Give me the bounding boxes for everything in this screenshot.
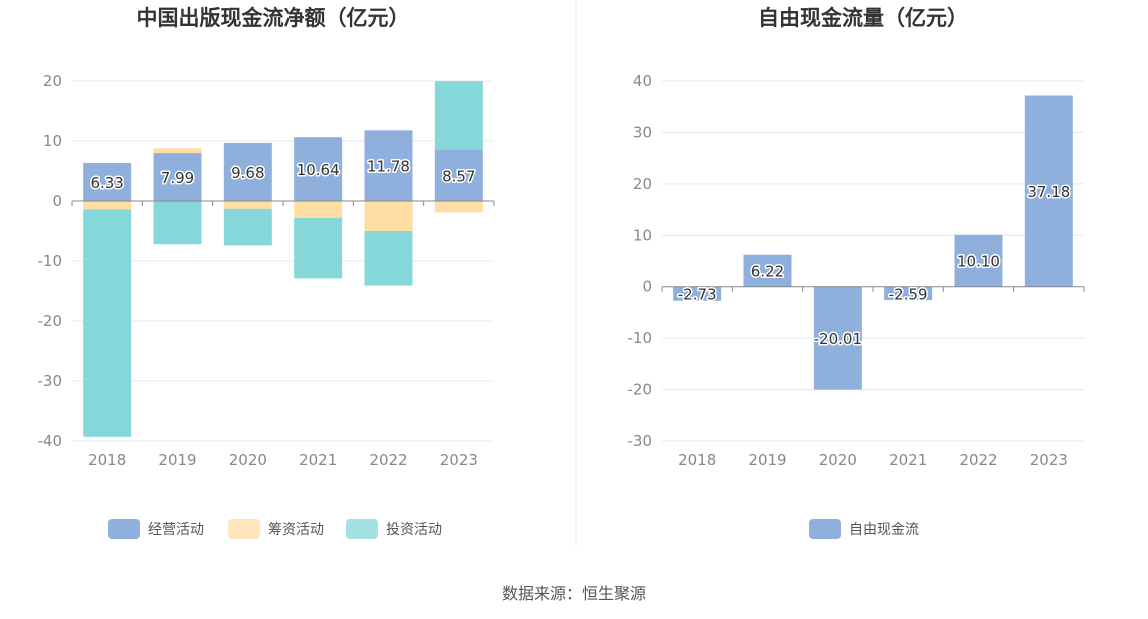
y-tick-label: -20 [628,381,653,399]
x-tick-label: 2020 [819,451,857,469]
legend-swatch [228,519,260,539]
y-tick-label: 20 [633,175,652,193]
bar-1-2018 [673,286,722,301]
bar-1-2022 [954,234,1003,287]
bar-3-2023 [434,81,483,150]
bar-3-2018 [83,209,132,437]
free-cash-flow-chart: 自由现金流量（亿元） 40 30 20 10 0 -10 -20 -30 2018 2019 2020… [628,6,1085,539]
y-tick-label: 10 [633,226,652,244]
data-label: 10.10 [957,253,1000,271]
legend-swatch [108,519,140,539]
data-label: 10.64 [297,161,340,179]
y-tick-label: 40 [633,72,652,90]
bar-3-2021 [294,217,343,279]
bar-1-2021 [294,137,343,201]
cash-flow-net-chart: 中国出版现金流净额（亿元） 20 10 0 -10 -20 -30 -40 2018 2019 20… [38,6,495,539]
legend-label: 自由现金流 [849,522,919,538]
bar-1-2020 [223,142,272,201]
bar-2-2022 [364,201,413,231]
x-tick-label: 2018 [678,451,716,469]
y-tick-label: -30 [38,372,63,390]
data-label: 6.22 [751,263,784,281]
bar-3-2022 [364,231,413,286]
y-tick-label: 0 [642,278,652,296]
x-tick-label: 2019 [748,451,786,469]
bar-1-2020 [813,286,862,390]
y-tick-label: -20 [38,312,63,330]
x-tick-label: 2020 [229,451,267,469]
x-tick-label: 2021 [299,451,337,469]
data-label: -2.73 [678,286,717,304]
y-tick-label: -10 [38,252,63,270]
data-label: 37.18 [1027,183,1070,201]
bar-3-2019 [153,201,202,245]
x-tick-label: 2021 [889,451,927,469]
chart-title: 自由现金流量（亿元） [758,6,968,30]
legend-label: 筹资活动 [268,521,324,538]
data-label: 6.33 [90,174,123,192]
y-tick-label: -40 [38,432,63,450]
y-tick-label: -30 [628,432,653,450]
y-tick-label: 20 [43,72,62,90]
bar-1-2021 [884,286,933,301]
data-label: -20.01 [814,330,862,348]
data-source-note: 数据来源：恒生聚源 [501,584,646,603]
data-label: -2.59 [889,285,928,303]
x-tick-label: 2022 [959,451,997,469]
bar-2-2021 [294,201,343,218]
legend-swatch [346,519,378,539]
bar-3-2020 [223,208,272,246]
bar-1-2022 [364,130,413,201]
y-tick-label: 10 [43,132,62,150]
x-tick-label: 2022 [369,451,407,469]
legend-swatch [809,519,841,539]
data-label: 9.68 [231,164,264,182]
bar-2-2020 [223,201,272,209]
bar-1-2018 [83,163,132,201]
y-tick-label: 0 [52,192,62,210]
bar-1-2023 [1024,95,1073,287]
x-tick-label: 2018 [88,451,126,469]
bar-2-2018 [83,201,132,210]
y-tick-label: -10 [628,329,653,347]
chart-title: 中国出版现金流净额（亿元） [137,6,410,30]
legend-label: 经营活动 [148,522,204,538]
x-tick-label: 2023 [1030,451,1068,469]
y-tick-label: 30 [633,123,652,141]
data-label: 11.78 [367,158,410,176]
bar-2-2019 [153,148,202,154]
data-label: 8.57 [442,167,475,185]
data-label: 7.99 [161,169,194,187]
bar-1-2019 [743,254,792,287]
x-tick-label: 2019 [158,451,196,469]
bar-1-2023 [434,149,483,201]
x-tick-label: 2023 [440,451,478,469]
bar-1-2019 [153,153,202,201]
legend-label: 投资活动 [386,522,442,538]
bar-2-2023 [434,201,483,213]
